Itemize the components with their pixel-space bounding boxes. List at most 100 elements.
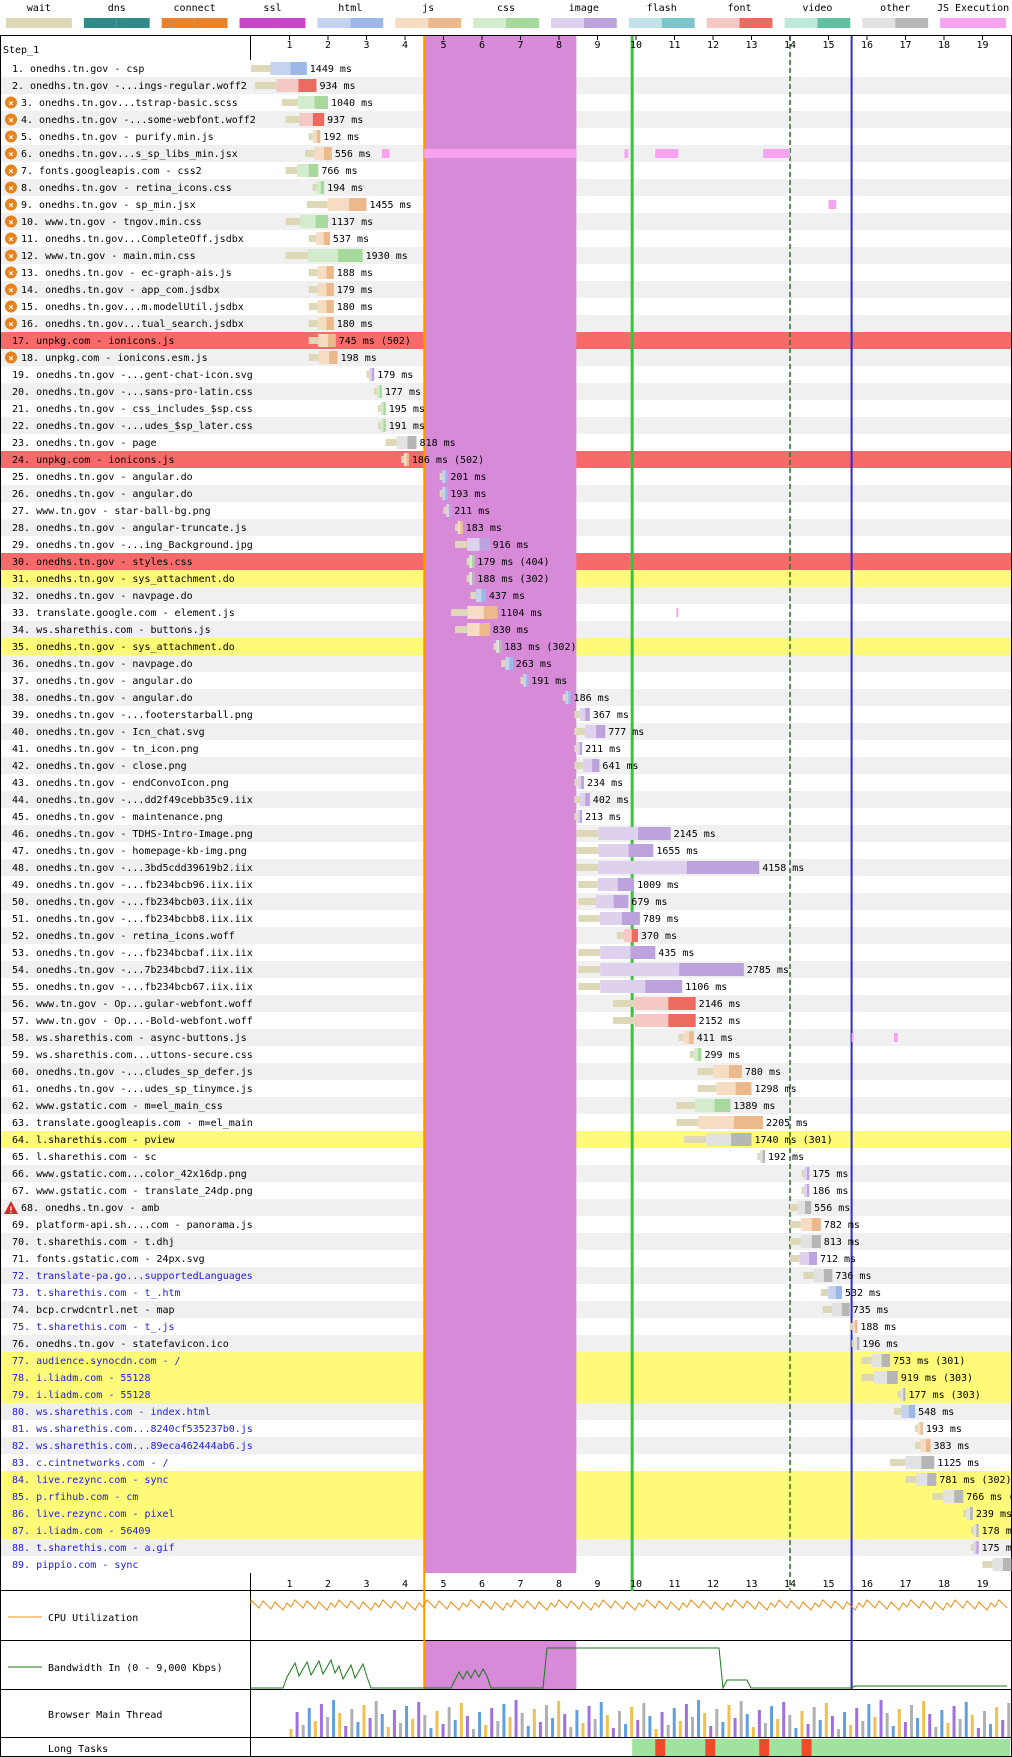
request-label: 50. onedhs.tn.gov -...fb234bcb03.iix.iix xyxy=(12,897,253,908)
download-segment xyxy=(323,147,332,160)
request-label: 87. i.liadm.com - 56409 xyxy=(12,1526,150,1537)
main-thread-activity xyxy=(818,1720,822,1737)
duration-label: 736 ms xyxy=(835,1271,871,1282)
duration-label: 937 ms xyxy=(327,115,363,126)
download-segment xyxy=(686,861,760,874)
duration-label: 934 ms xyxy=(319,81,355,92)
request-label: 51. onedhs.tn.gov -...fb234bcbb8.iix.iix xyxy=(12,914,253,925)
request-bar xyxy=(577,776,585,789)
wait-segment xyxy=(281,99,298,106)
main-thread-activity xyxy=(806,1724,810,1737)
tick-label: 10 xyxy=(630,40,642,51)
warning-icon-glyph: × xyxy=(8,303,13,313)
tick-label: 7 xyxy=(517,1579,523,1590)
request-bar xyxy=(469,555,475,568)
main-thread-activity xyxy=(496,1721,500,1737)
wait-segment xyxy=(285,167,298,174)
js-execution-mark xyxy=(381,149,390,158)
download-segment xyxy=(733,1116,764,1129)
js-execution-mark xyxy=(624,149,629,158)
request-label: 9. onedhs.tn.gov - sp_min.jsx xyxy=(21,200,196,211)
download-segment xyxy=(312,113,325,126)
main-thread-activity xyxy=(459,1703,463,1737)
main-thread-activity xyxy=(581,1723,585,1737)
request-label: 66. www.gstatic.com...color_42x16dp.png xyxy=(12,1169,247,1180)
legend-swatch xyxy=(350,18,384,28)
duration-label: 2152 ms xyxy=(699,1016,741,1027)
legend-label: html xyxy=(338,3,362,14)
wait-segment xyxy=(801,1187,805,1194)
tick-label: 5 xyxy=(440,1579,446,1590)
request-label: 27. www.tn.gov - star-ball-bg.png xyxy=(12,506,211,517)
duration-label: 679 ms xyxy=(631,897,667,908)
tick-label: 17 xyxy=(899,40,911,51)
warning-icon xyxy=(5,283,17,296)
request-label: 38. onedhs.tn.gov - angular.do xyxy=(12,693,193,704)
duration-label: 1106 ms xyxy=(685,982,727,993)
main-thread-activity xyxy=(885,1713,889,1737)
main-thread-activity xyxy=(800,1711,804,1737)
legend-label: video xyxy=(802,3,832,14)
download-segment xyxy=(472,572,475,585)
request-bar xyxy=(900,1388,906,1401)
tick-label: 4 xyxy=(402,1579,408,1590)
request-label: 88. t.sharethis.com - a.gif xyxy=(12,1543,175,1554)
warning-icon-glyph: × xyxy=(8,133,13,143)
download-segment xyxy=(835,1286,842,1299)
main-thread-activity xyxy=(812,1707,816,1737)
download-segment xyxy=(320,181,325,194)
main-thread-activity xyxy=(344,1726,348,1737)
warning-icon xyxy=(5,300,17,313)
duration-label: 1740 ms (301) xyxy=(755,1135,833,1146)
download-segment xyxy=(498,640,502,653)
duration-label: 1455 ms xyxy=(370,200,412,211)
duration-label: 179 ms xyxy=(377,370,413,381)
download-segment xyxy=(371,368,375,381)
main-thread-activity xyxy=(757,1710,761,1737)
js-execution-mark xyxy=(851,1033,854,1042)
main-thread-activity xyxy=(423,1715,427,1737)
download-segment xyxy=(407,436,417,449)
tick-label: 13 xyxy=(745,40,757,51)
duration-label: 1137 ms xyxy=(331,217,373,228)
legend-swatch xyxy=(817,18,851,28)
bandwidth-trace xyxy=(251,1647,1007,1690)
wait-segment xyxy=(861,1357,872,1364)
duration-label: 4158 ms xyxy=(762,863,804,874)
tick-label: 4 xyxy=(402,40,408,51)
duration-label: 234 ms xyxy=(587,778,623,789)
download-segment xyxy=(613,895,629,908)
wait-segment xyxy=(308,303,318,310)
render-block-region xyxy=(424,1641,577,1689)
tick-label: 8 xyxy=(556,40,562,51)
tick-label: 11 xyxy=(668,40,680,51)
warning-icon-glyph: × xyxy=(8,320,13,330)
request-label: 73. t.sharethis.com - t_.htm xyxy=(12,1288,181,1299)
download-segment xyxy=(337,249,363,262)
download-segment xyxy=(811,1218,821,1231)
wait-segment xyxy=(455,626,468,633)
warning-icon xyxy=(5,266,17,279)
download-segment xyxy=(290,62,307,75)
main-thread-activity xyxy=(873,1717,877,1737)
duration-label: 186 ms xyxy=(812,1186,848,1197)
main-thread-activity xyxy=(307,1708,311,1737)
download-segment xyxy=(479,623,490,636)
duration-label: 556 ms xyxy=(335,149,371,160)
request-label: 33. translate.google.com - element.js xyxy=(12,608,235,619)
request-bar xyxy=(380,402,386,415)
duration-label: 179 ms xyxy=(337,285,373,296)
download-segment xyxy=(406,453,409,466)
wait-segment xyxy=(820,1289,829,1296)
main-thread-activity xyxy=(995,1707,999,1737)
main-thread-activity xyxy=(751,1727,755,1737)
duration-label: 193 ms xyxy=(926,1424,962,1435)
main-thread-activity xyxy=(672,1708,676,1737)
main-thread-activity xyxy=(745,1714,749,1737)
main-thread-activity xyxy=(593,1719,597,1737)
download-segment xyxy=(762,1150,765,1163)
request-label: 4. onedhs.tn.gov -...some-webfont.woff2 xyxy=(21,115,256,126)
download-segment xyxy=(823,1269,833,1282)
duration-label: 712 ms xyxy=(820,1254,856,1265)
request-label: 85. p.rfihub.com - cm xyxy=(12,1492,138,1503)
